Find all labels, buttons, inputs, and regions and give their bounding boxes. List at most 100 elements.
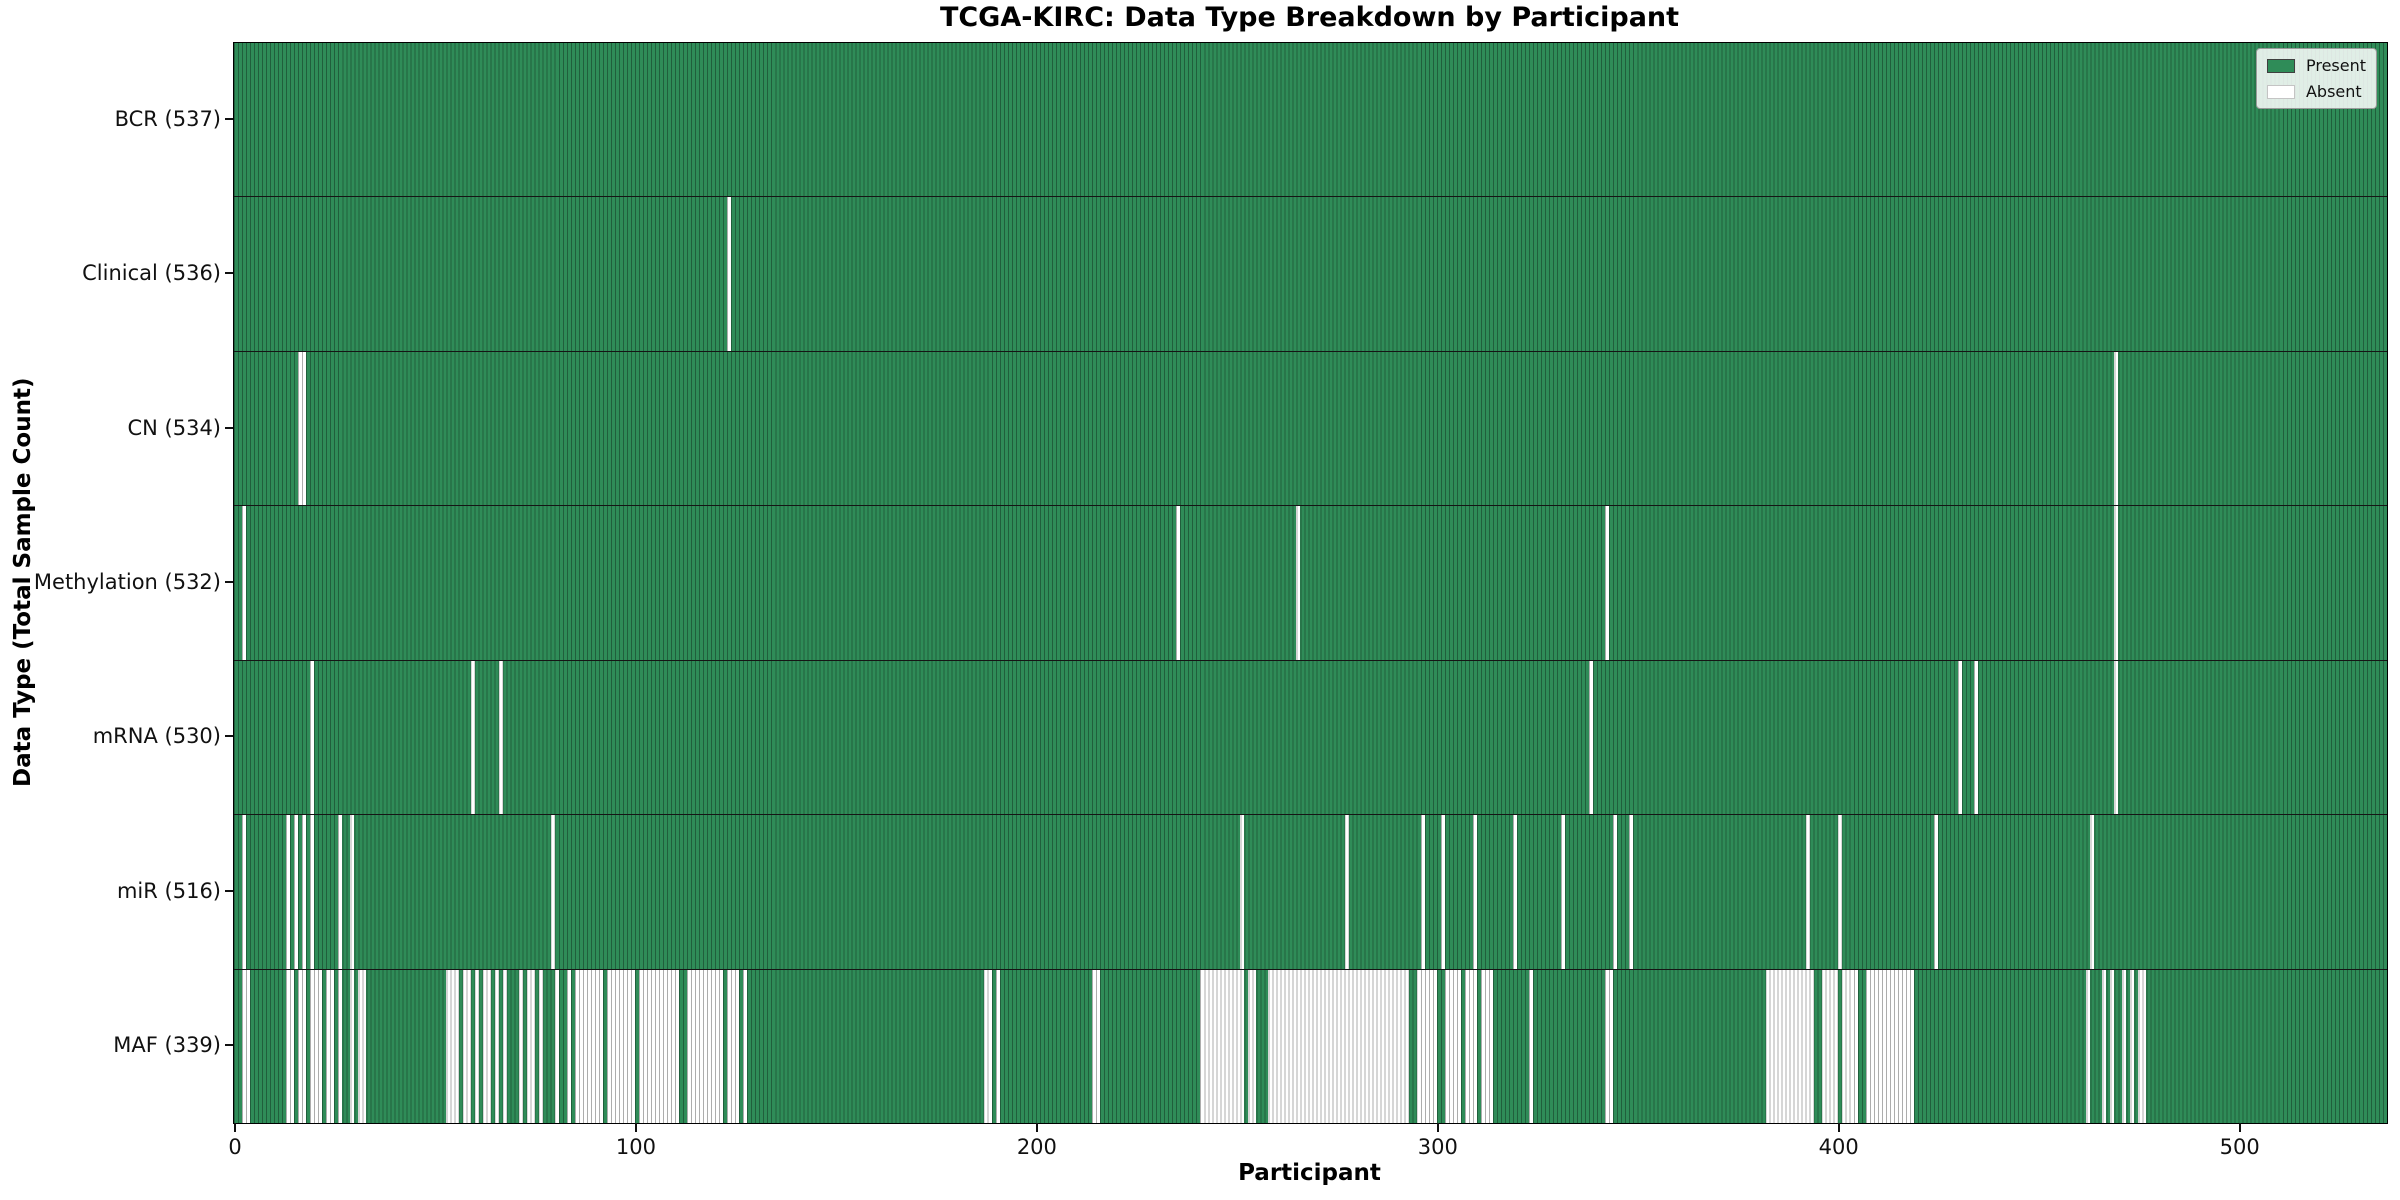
absent-stripe bbox=[502, 969, 507, 1123]
x-tick-mark bbox=[1837, 1123, 1840, 1132]
absent-stripe bbox=[298, 351, 307, 506]
absent-stripe bbox=[298, 969, 307, 1123]
absent-stripe bbox=[743, 969, 748, 1123]
absent-stripe bbox=[350, 815, 355, 969]
plot-area: Present Absent bbox=[233, 42, 2388, 1124]
absent-stripe bbox=[538, 969, 543, 1123]
absent-stripe bbox=[550, 815, 555, 969]
absent-stripe bbox=[474, 969, 479, 1123]
absent-stripe bbox=[1805, 815, 1810, 969]
absent-stripe bbox=[2110, 969, 2115, 1123]
y-axis-ticks bbox=[225, 42, 233, 1122]
absent-stripe bbox=[1091, 969, 1100, 1123]
y-tick-label: Clinical (536) bbox=[82, 261, 221, 286]
absent-stripe bbox=[242, 969, 251, 1123]
absent-stripe bbox=[1529, 969, 1533, 1123]
absent-stripe bbox=[1344, 815, 1349, 969]
x-tick-mark bbox=[1436, 1123, 1439, 1132]
absent-stripe bbox=[2122, 969, 2127, 1123]
absent-stripe bbox=[310, 815, 315, 969]
absent-stripe bbox=[2114, 506, 2119, 660]
absent-stripe bbox=[1176, 506, 1181, 660]
absent-stripe bbox=[462, 969, 471, 1123]
row-band-maf bbox=[234, 969, 2387, 1123]
absent-stripe bbox=[695, 969, 724, 1123]
legend-entry: Present bbox=[2266, 56, 2366, 75]
absent-stripe bbox=[2114, 660, 2119, 815]
absent-stripe bbox=[518, 969, 523, 1123]
absent-stripe bbox=[983, 969, 992, 1123]
legend-entry: Absent bbox=[2266, 82, 2366, 101]
y-tick-mark bbox=[225, 735, 233, 738]
absent-stripe bbox=[1821, 969, 1838, 1123]
absent-stripe bbox=[1480, 969, 1493, 1123]
row-band-clinical bbox=[234, 197, 2387, 352]
absent-stripe bbox=[1416, 969, 1437, 1123]
x-tick-mark bbox=[234, 1123, 236, 1132]
absent-stripe bbox=[482, 969, 491, 1123]
absent-stripe bbox=[1444, 969, 1461, 1123]
x-tick-label: 400 bbox=[1818, 1135, 1859, 1159]
absent-stripe bbox=[1613, 815, 1618, 969]
absent-stripe bbox=[326, 969, 335, 1123]
absent-stripe bbox=[1629, 815, 1634, 969]
y-tick-label: MAF (339) bbox=[113, 1032, 221, 1057]
y-axis-labels: BCR (537) Clinical (536) CN (534) Methylati… bbox=[0, 42, 221, 1122]
absent-stripe bbox=[2086, 969, 2091, 1123]
absent-stripe bbox=[446, 969, 459, 1123]
y-tick-label: Methylation (532) bbox=[33, 570, 221, 594]
absent-stripe bbox=[302, 815, 307, 969]
legend-label: Present bbox=[2305, 56, 2366, 75]
absent-stripe bbox=[1605, 969, 1614, 1123]
absent-stripe bbox=[498, 660, 503, 815]
absent-stripe bbox=[242, 815, 247, 969]
absent-stripe bbox=[1561, 815, 1566, 969]
absent-stripe bbox=[338, 969, 343, 1123]
x-tick-label: 200 bbox=[1016, 1135, 1057, 1159]
absent-stripe bbox=[1865, 969, 1914, 1123]
absent-stripe bbox=[1472, 815, 1477, 969]
absent-stripe bbox=[638, 969, 680, 1123]
absent-stripe bbox=[350, 969, 355, 1123]
absent-stripe bbox=[494, 969, 499, 1123]
y-tick-label: miR (516) bbox=[116, 878, 221, 903]
absent-stripe bbox=[286, 969, 295, 1123]
absent-stripe bbox=[526, 969, 535, 1123]
absent-stripe bbox=[1974, 660, 1979, 815]
absent-stripe bbox=[1464, 969, 1477, 1123]
absent-stripe bbox=[310, 660, 315, 815]
absent-stripe bbox=[727, 197, 732, 351]
present-swatch bbox=[2266, 58, 2295, 73]
legend-label: Absent bbox=[2305, 82, 2362, 101]
row-band-methylation bbox=[234, 506, 2387, 661]
absent-stripe bbox=[286, 815, 291, 969]
absent-stripe bbox=[1765, 969, 1814, 1123]
x-tick-label: 300 bbox=[1417, 1135, 1458, 1159]
y-tick-mark bbox=[225, 889, 233, 892]
row-band-mir bbox=[234, 815, 2387, 970]
y-tick-mark bbox=[225, 272, 233, 275]
x-axis: 0 100 200 300 400 500 bbox=[228, 1123, 2386, 1173]
absent-stripe bbox=[554, 969, 559, 1123]
absent-stripe bbox=[1589, 660, 1594, 815]
y-tick-mark bbox=[225, 118, 233, 121]
absent-stripe bbox=[1958, 660, 1962, 815]
x-axis-title: Participant bbox=[1238, 1160, 1381, 1186]
absent-stripe bbox=[727, 969, 740, 1123]
absent-stripe bbox=[1248, 969, 1257, 1123]
y-tick-label: BCR (537) bbox=[114, 107, 221, 132]
absent-stripe bbox=[1268, 969, 1409, 1123]
absent-stripe bbox=[1420, 815, 1425, 969]
absent-stripe bbox=[1200, 969, 1245, 1123]
absent-stripe bbox=[358, 969, 367, 1123]
row-band-cn bbox=[234, 351, 2387, 507]
x-tick-mark bbox=[634, 1123, 637, 1132]
y-tick-label: CN (534) bbox=[127, 415, 221, 440]
absent-stripe bbox=[242, 506, 247, 660]
absent-stripe bbox=[310, 969, 323, 1123]
absent-stripe bbox=[2090, 815, 2095, 969]
absent-stripe bbox=[1841, 969, 1858, 1123]
chart-title: TCGA-KIRC: Data Type Breakdown by Partic… bbox=[939, 2, 1680, 33]
absent-stripe bbox=[2138, 969, 2147, 1123]
